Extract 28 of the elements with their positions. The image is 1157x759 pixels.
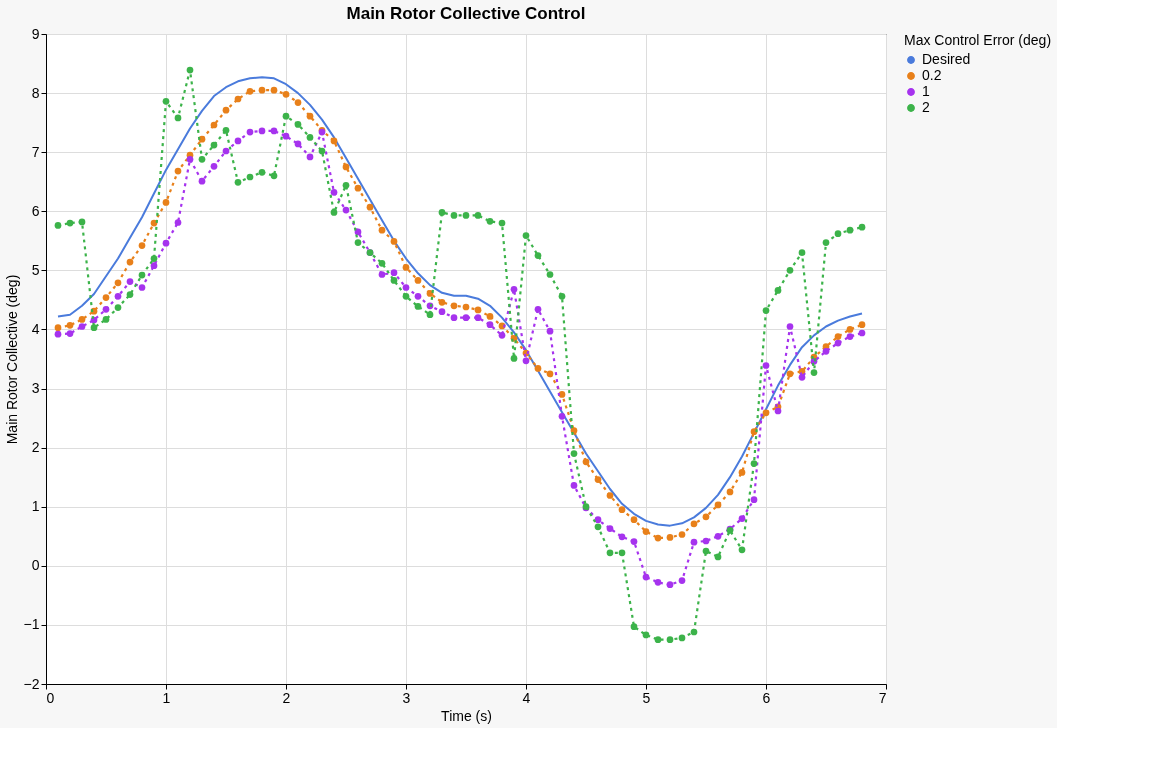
y-tick-label: 4 (31, 320, 40, 337)
chart-title: Main Rotor Collective Control (346, 4, 586, 23)
y-tick-label: 5 (31, 261, 40, 278)
x-tick-label: 4 (522, 689, 531, 706)
legend-title: Max Control Error (deg) (904, 32, 1052, 48)
x-tick-label: 3 (402, 689, 411, 706)
x-axis-title: Time (s) (441, 707, 492, 724)
x-tick-label: 7 (878, 689, 887, 706)
y-tick-label: 6 (31, 202, 40, 219)
y-tick-label: 0 (31, 557, 40, 574)
y-tick-label: 3 (31, 380, 40, 397)
x-tick-label: 1 (162, 689, 171, 706)
y-tick-label: 8 (31, 84, 40, 101)
legend-label: 1 (922, 83, 930, 99)
y-tick-label: 9 (31, 25, 40, 42)
x-tick-label: 6 (762, 689, 771, 706)
y-tick-label: −2 (23, 675, 40, 692)
legend-label: Desired (922, 51, 971, 67)
y-tick-label: 2 (31, 439, 40, 456)
x-tick-label: 2 (282, 689, 291, 706)
y-axis-title: Main Rotor Collective (deg) (3, 274, 20, 445)
y-tick-label: −1 (23, 616, 40, 633)
x-tick-label: 0 (46, 689, 55, 706)
legend-label: 0.2 (922, 67, 942, 83)
x-tick-label: 5 (642, 689, 651, 706)
y-tick-label: 7 (31, 143, 40, 160)
legend-label: 2 (922, 99, 930, 115)
y-tick-label: 1 (31, 498, 40, 515)
